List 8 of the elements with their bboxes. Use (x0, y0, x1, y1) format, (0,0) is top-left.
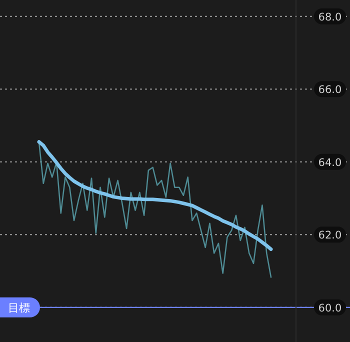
line-series (38, 142, 272, 278)
y-tick-label: 68.0 (318, 11, 342, 24)
y-tick-label: 62.0 (318, 230, 342, 242)
line-series (37, 140, 273, 251)
y-tick-label: 66.0 (318, 84, 342, 96)
y-tick-label: 64.0 (318, 156, 342, 169)
ref-line-label: 目標 (8, 301, 30, 314)
y-tick-label: 60.0 (318, 302, 342, 314)
